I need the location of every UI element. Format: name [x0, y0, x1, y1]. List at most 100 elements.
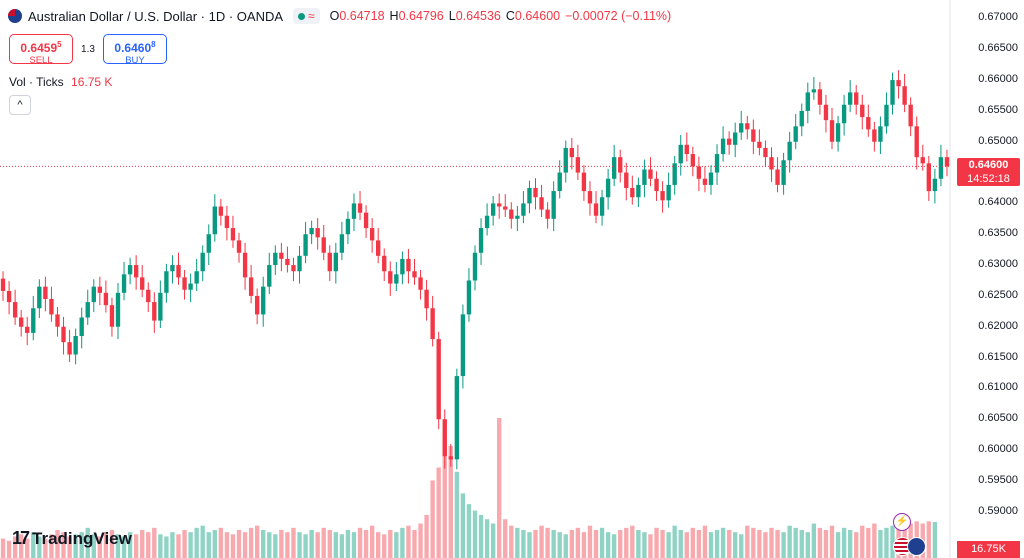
candle-body: [490, 203, 496, 216]
candle-body: [575, 157, 581, 173]
volume-bar: [297, 532, 302, 558]
volume-bar: [787, 525, 792, 558]
candle-body: [424, 289, 429, 309]
candle-body: [926, 163, 931, 192]
candle-body: [127, 265, 133, 275]
volume-bar: [599, 527, 605, 558]
volume-bar: [484, 519, 490, 558]
volume-bar: [73, 534, 78, 558]
volume-bar: [321, 527, 326, 558]
volume-bar: [829, 525, 835, 558]
candle-body: [666, 184, 671, 201]
volume-bar: [418, 523, 423, 558]
current-price-label: 0.64600: [968, 159, 1009, 172]
volume-bar: [146, 532, 151, 558]
candle-body: [533, 187, 538, 198]
volume-bar: [515, 527, 520, 558]
candle-body: [212, 206, 217, 235]
volume-bar: [279, 530, 284, 558]
candle-body: [49, 298, 54, 315]
volume-bar: [478, 514, 484, 558]
price-tick-label: 0.65000: [978, 134, 1018, 147]
candle-body: [841, 104, 847, 124]
volume-bar: [37, 536, 42, 558]
volume-bar: [660, 530, 665, 558]
volume-legend[interactable]: Vol · Ticks 16.75 K: [9, 75, 112, 89]
volume-bar: [291, 527, 296, 558]
candle-body: [97, 286, 103, 293]
volume-bar: [884, 527, 889, 558]
candle-body: [545, 209, 550, 219]
volume-bar: [551, 530, 556, 558]
volume-bar: [726, 530, 732, 558]
candle-body: [702, 178, 708, 185]
candle-body: [581, 172, 587, 192]
candle-body: [73, 335, 78, 355]
buy-price: 0.6460: [114, 41, 152, 55]
candle-body: [85, 302, 90, 318]
volume-bar: [127, 532, 133, 558]
sell-label: SELL: [29, 55, 53, 66]
candle-body: [158, 292, 163, 321]
candle-body: [636, 184, 641, 198]
volume-bar: [793, 527, 798, 558]
candle-body: [218, 206, 224, 216]
candle-body: [611, 157, 617, 179]
lightning-icon[interactable]: ⚡: [893, 513, 911, 531]
sell-button[interactable]: 0.64595 SELL: [9, 34, 73, 66]
volume-bar: [805, 532, 810, 558]
price-tick-label: 0.61500: [978, 350, 1018, 363]
volume-bar: [527, 532, 532, 558]
volume-bar: [388, 530, 393, 558]
high-label: H: [389, 9, 399, 23]
candle-body: [248, 277, 254, 296]
candle-body: [285, 258, 290, 266]
market-status-badge[interactable]: ≈: [293, 8, 320, 24]
price-tick-label: 0.60000: [978, 443, 1018, 456]
candle-body: [242, 252, 248, 278]
candle-body: [388, 271, 393, 284]
volume-bar: [400, 527, 405, 558]
volume-bar: [872, 523, 877, 558]
volume-bar: [733, 532, 738, 558]
price-tick-label: 0.63500: [978, 227, 1018, 240]
candle-body: [860, 104, 865, 118]
candle-body: [503, 206, 508, 210]
volume-bar: [158, 534, 163, 558]
volume-value: 16.75 K: [71, 75, 113, 89]
collapse-legend-button[interactable]: ^: [9, 95, 31, 115]
volume-bar: [248, 527, 254, 558]
volume-bar: [6, 540, 12, 558]
candle-body: [254, 295, 260, 315]
volume-bar: [557, 532, 562, 558]
symbol-title[interactable]: Australian Dollar / U.S. Dollar · 1D · O…: [28, 8, 284, 24]
volume-bar: [654, 527, 659, 558]
volume-bar: [285, 532, 290, 558]
countdown-label: 14:52:18: [967, 173, 1010, 186]
tradingview-logo[interactable]: 17 TradingView: [12, 528, 132, 549]
volume-bar: [261, 530, 266, 558]
candle-body: [188, 283, 193, 290]
volume-bar: [545, 527, 550, 558]
sell-price-pip: 5: [57, 40, 62, 49]
candle-body: [720, 138, 726, 155]
candle-body: [515, 215, 520, 219]
volume-bar: [369, 525, 375, 558]
volume-bar: [878, 530, 883, 558]
high-value: 0.64796: [398, 9, 444, 23]
volume-bar: [757, 530, 762, 558]
volume-bar: [273, 534, 278, 558]
candle-body: [944, 157, 950, 167]
tv-mark-icon: 17: [12, 528, 30, 548]
candle-body: [61, 326, 66, 343]
volume-bar: [140, 530, 145, 558]
candle-body: [152, 302, 157, 321]
candle-body: [394, 274, 399, 284]
chevron-up-icon: ^: [17, 99, 23, 111]
price-tick-label: 0.62000: [978, 319, 1018, 332]
volume-bar: [176, 534, 181, 558]
price-tick-label: 0.65500: [978, 103, 1018, 116]
candle-body: [43, 286, 48, 299]
buy-button[interactable]: 0.64608 BUY: [103, 34, 167, 66]
